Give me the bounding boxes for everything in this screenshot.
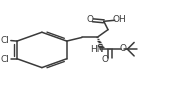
Text: O: O	[119, 44, 126, 53]
Text: OH: OH	[113, 15, 127, 24]
Text: O: O	[86, 15, 93, 24]
Text: Cl: Cl	[1, 55, 10, 64]
Text: HN: HN	[90, 45, 103, 54]
Text: Cl: Cl	[1, 36, 10, 45]
Text: O: O	[102, 55, 109, 64]
